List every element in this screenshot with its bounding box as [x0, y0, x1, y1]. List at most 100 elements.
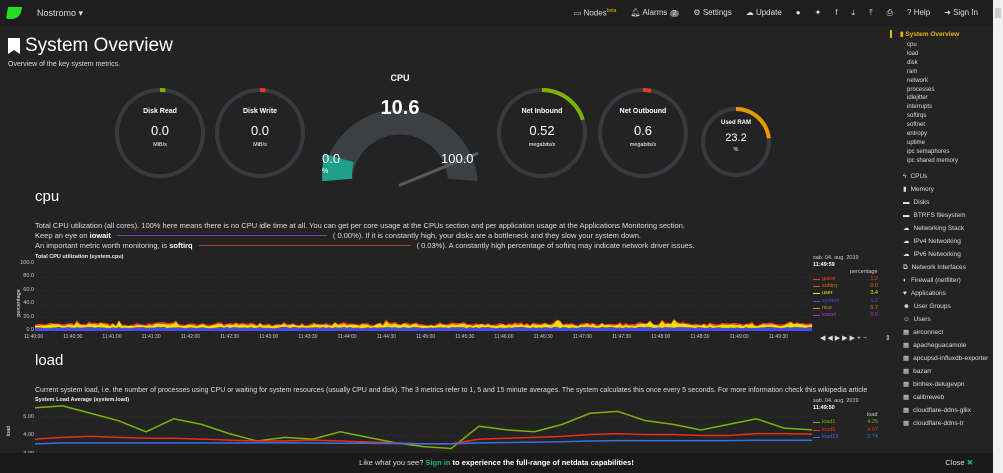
sidebar-item-ipv4-networking[interactable]: ☁ IPv4 Networking	[895, 235, 990, 248]
sidebar-subitem-idlejitter[interactable]: idlejitter	[907, 95, 928, 102]
help-button[interactable]: ? Help	[907, 8, 931, 17]
page-subtitle: Overview of the key system metrics.	[8, 61, 121, 68]
sidebar-item-cloudflare-ddns-gllix[interactable]: ▦ cloudflare-ddns-gllix	[895, 404, 990, 417]
grid-icon: ▦	[903, 341, 910, 349]
sidebar-item-label: CPUs	[910, 172, 928, 180]
sidebar-item-label: Applications	[910, 289, 946, 297]
sidebar-subitem-ipc-semaphores[interactable]: ipc semaphores	[907, 148, 950, 155]
sidebar-item-label: Disks	[913, 198, 930, 206]
banner-sign-in-link[interactable]: Sign in	[425, 458, 451, 467]
sidebar-item-system-overview[interactable]: ▮ System Overview	[890, 30, 990, 38]
gauge-unit: megabits/s	[629, 142, 657, 148]
legend-name[interactable]: load15	[822, 434, 839, 440]
sidebar-item-label: binhex-delugevpn	[913, 380, 965, 388]
sidebar-subitem-disk[interactable]: disk	[907, 59, 918, 66]
legend-name[interactable]: user	[822, 290, 833, 297]
sidebar-subitem-network[interactable]: network	[907, 77, 929, 84]
sidebar-item-applications[interactable]: ♥ Applications	[895, 287, 990, 300]
sidebar-item-memory[interactable]: ▮ Memory	[895, 183, 990, 196]
cloud-icon: ☁	[903, 237, 910, 245]
sidebar-subitem-softirqs[interactable]: softirqs	[907, 113, 927, 120]
iowait-label: iowait	[89, 231, 111, 240]
sidebar-item-apacheguacamole[interactable]: ▦ apacheguacamole	[895, 339, 990, 352]
iowait-sparkline	[116, 235, 327, 236]
folder-icon: ▬	[903, 211, 910, 219]
gauge-net-outbound[interactable]: Net Outbound 0.6 megabits/s	[603, 108, 683, 148]
github-icon[interactable]: ●	[795, 8, 801, 17]
sign-in-label: Sign In	[953, 8, 978, 17]
x-tick: 11:47:00	[572, 334, 592, 340]
sidebar-item-airconnect[interactable]: ▦ airconnect	[895, 326, 990, 339]
banner-close-button[interactable]: Close ✖	[945, 453, 973, 473]
legend-name[interactable]: guest	[822, 276, 836, 282]
sign-in-button[interactable]: ➜ Sign In	[944, 8, 978, 17]
sidebar-subitem-softnet[interactable]: softnet	[907, 122, 926, 129]
gauge-disk-write[interactable]: Disk Write 0.0 MiB/s	[220, 108, 300, 148]
gauge-cpu[interactable]: CPU 10.6	[360, 73, 440, 120]
legend-value: 0.0	[870, 312, 878, 318]
nodes-button[interactable]: ▭ Nodesbeta	[573, 8, 617, 18]
gauge-disk-read[interactable]: Disk Read 0.0 MiB/s	[120, 108, 200, 148]
legend-name[interactable]: load1	[822, 419, 836, 425]
upload-icon[interactable]: ⤒	[869, 8, 873, 17]
alarms-label: Alarms	[642, 8, 668, 17]
legend-name[interactable]: system	[822, 297, 840, 304]
print-icon[interactable]: ⎙	[886, 8, 894, 17]
sidebar-subitem-cpu[interactable]: cpu	[907, 42, 917, 48]
sidebar-item-btrfs-filesystem[interactable]: ▬ BTRFS filesystem	[895, 209, 990, 222]
beta-badge: beta	[606, 8, 617, 14]
sidebar-item-user-groups[interactable]: ☻ User Groups	[895, 300, 990, 313]
load-chart-unit: load	[867, 412, 878, 418]
scrollbar-thumb[interactable]	[995, 8, 1001, 18]
legend-name[interactable]: iowait	[822, 312, 837, 318]
load-chart-plot[interactable]	[35, 404, 812, 454]
sidebar-subitem-ipc-shared-memory[interactable]: ipc shared memory	[907, 157, 959, 164]
legend-name[interactable]: load5	[822, 426, 836, 433]
sidebar-nav: ▮ System Overview cpu load disk ram network p…	[890, 30, 990, 430]
sidebar-item-network-interfaces[interactable]: ⧉ Network Interfaces	[895, 261, 990, 274]
gauge-fill	[735, 107, 771, 139]
twitter-icon[interactable]: ✦	[814, 8, 822, 17]
alarms-count: 2	[669, 10, 680, 17]
sidebar-item-label: Network Interfaces	[911, 263, 966, 271]
legend-name[interactable]: softirq	[822, 283, 837, 290]
x-tick: 11:46:30	[533, 334, 553, 340]
x-tick: 11:40:00	[24, 334, 44, 340]
host-dropdown[interactable]: Nostromo ▾	[37, 8, 84, 18]
sidebar-item-cpus[interactable]: ϟ CPUs	[895, 170, 990, 183]
sidebar-item-bazarr[interactable]: ▦ bazarr	[895, 365, 990, 378]
settings-button[interactable]: ⚙ Settings	[693, 8, 732, 17]
sidebar-item-binhex-delugevpn[interactable]: ▦ binhex-delugevpn	[895, 378, 990, 391]
download-icon[interactable]: ⤓	[851, 8, 856, 17]
sidebar-subitem-load[interactable]: load	[907, 50, 919, 57]
chart-controls[interactable]: ◀◀▶▶▶+− ⇕	[820, 335, 893, 342]
load-description: Current system load, i.e. the number of …	[35, 387, 868, 394]
gauge-used-ram[interactable]: Used RAM 23.2%	[706, 120, 766, 153]
sidebar-subitem-uptime[interactable]: uptime	[907, 139, 926, 146]
sidebar-subitem-interrupts[interactable]: interrupts	[907, 104, 933, 111]
scrollbar[interactable]	[993, 0, 1003, 473]
sidebar-item-calibreweb[interactable]: ▦ calibreweb	[895, 391, 990, 404]
gauge-value: 23.2	[725, 132, 747, 144]
alarms-button[interactable]: 🔔︎ Alarms 2	[630, 8, 680, 18]
sidebar-item-firewall-netfilter-[interactable]: ◐ Firewall (netfilter)	[895, 274, 990, 287]
sidebar-item-cloudflare-ddns-tr[interactable]: ▦ cloudflare-ddns-tr	[895, 417, 990, 430]
sidebar-item-disks[interactable]: ▬ Disks	[895, 196, 990, 209]
text: Keep an eye on	[35, 231, 90, 240]
sidebar-item-label: BTRFS filesystem	[913, 211, 966, 219]
sidebar-subitem-entropy[interactable]: entropy	[907, 131, 928, 138]
sidebar-item-networking-stack[interactable]: ☁ Networking Stack	[895, 222, 990, 235]
gauge-net-inbound[interactable]: Net Inbound 0.52 megabits/s	[502, 108, 582, 148]
legend-name[interactable]: nice	[822, 304, 833, 311]
sidebar-item-ipv6-networking[interactable]: ☁ IPv6 Networking	[895, 248, 990, 261]
sidebar-item-apcupsd-influxdb-exporter[interactable]: ▦ apcupsd-influxdb-exporter	[895, 352, 990, 365]
sidebar-item-users[interactable]: ☺ Users	[895, 313, 990, 326]
sidebar-subitem-ram[interactable]: ram	[907, 68, 918, 75]
gauge-unit: MiB/s	[253, 142, 267, 148]
cpu-gauge-fill	[322, 154, 354, 182]
update-button[interactable]: ☁ Update	[745, 8, 782, 17]
cpu-chart-plot[interactable]	[35, 262, 812, 332]
gauge-fill	[541, 88, 585, 121]
sidebar-subitem-processes[interactable]: processes	[907, 86, 935, 93]
facebook-icon[interactable]: f	[835, 8, 838, 17]
